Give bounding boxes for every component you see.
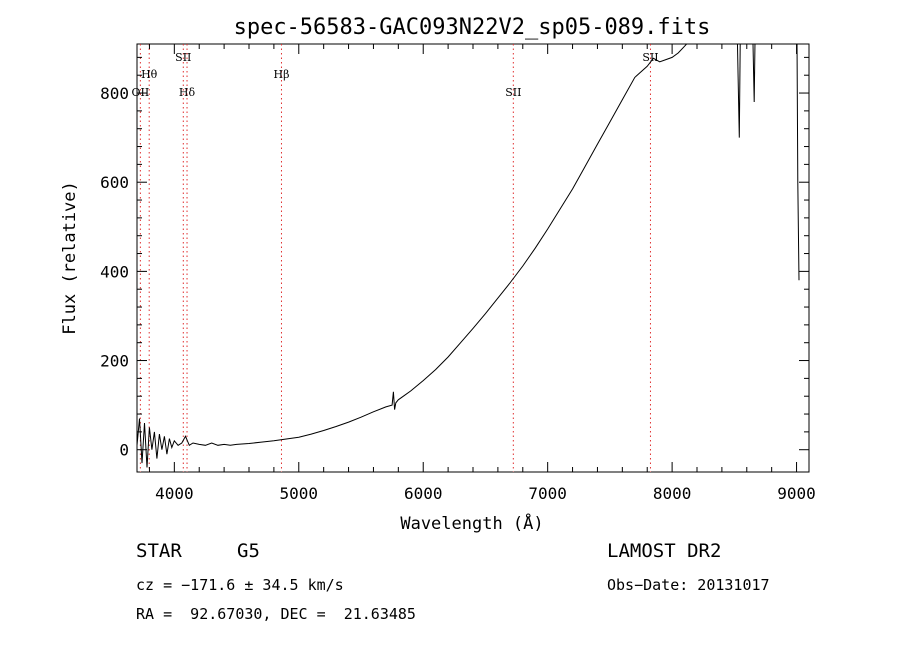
y-tick-label-2: 400 bbox=[100, 262, 129, 281]
spectral-subclass: G5 bbox=[237, 540, 260, 562]
redshift-velocity: cz = −171.6 ± 34.5 km/s bbox=[136, 576, 344, 594]
object-class: STAR bbox=[136, 540, 182, 562]
x-tick-label-2: 6000 bbox=[404, 484, 443, 503]
x-tick-label-3: 7000 bbox=[528, 484, 567, 503]
line-marker-label-1: Hθ bbox=[141, 68, 158, 81]
y-tick-label-1: 200 bbox=[100, 352, 129, 371]
spectrum-series bbox=[137, 44, 800, 468]
plot-frame bbox=[136, 43, 810, 473]
axis-ticks: 4000 5000 6000 7000 8000 9000 0 200 400 600 800 bbox=[100, 44, 816, 503]
x-tick-label-0: 4000 bbox=[155, 484, 194, 503]
emission-line-markers: OII Hθ SII Hδ Hβ SII SII bbox=[132, 44, 659, 472]
observation-date: Obs−Date: 20131017 bbox=[607, 576, 770, 594]
spectrum-line-0 bbox=[137, 44, 800, 468]
x-tick-label-4: 8000 bbox=[653, 484, 692, 503]
line-marker-label-3: Hδ bbox=[179, 86, 196, 99]
x-axis-label: Wavelength (Å) bbox=[400, 512, 543, 534]
survey-release: LAMOST DR2 bbox=[607, 540, 722, 562]
chart-title: spec-56583-GAC093N22V2_sp05-089.fits bbox=[234, 15, 711, 40]
y-tick-label-4: 800 bbox=[100, 84, 129, 103]
line-marker-label-4: Hβ bbox=[274, 68, 290, 81]
line-marker-label-6: SII bbox=[642, 51, 658, 64]
y-tick-label-3: 600 bbox=[100, 173, 129, 192]
line-marker-label-5: SII bbox=[505, 86, 521, 99]
sky-coordinates: RA = 92.67030, DEC = 21.63485 bbox=[136, 605, 416, 623]
x-tick-label-5: 9000 bbox=[777, 484, 816, 503]
y-axis-label: Flux (relative) bbox=[60, 181, 80, 335]
line-marker-label-2: SII bbox=[175, 51, 191, 64]
line-marker-label-0: OII bbox=[132, 86, 150, 99]
y-tick-label-0: 0 bbox=[119, 441, 129, 460]
x-tick-label-1: 5000 bbox=[280, 484, 319, 503]
